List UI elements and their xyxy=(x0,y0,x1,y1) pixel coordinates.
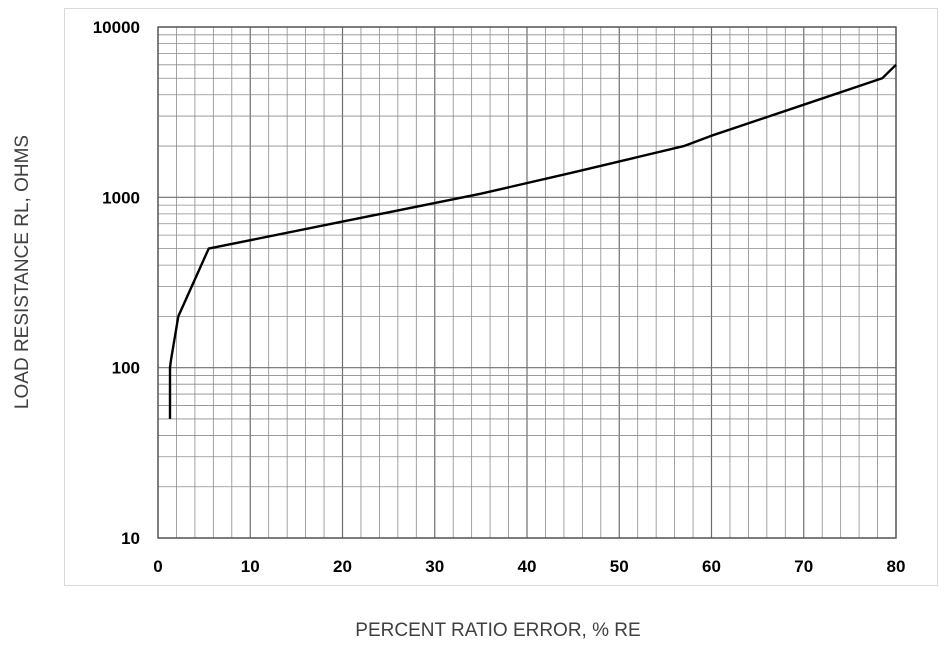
grid xyxy=(157,26,897,539)
y-tick-label: 10000 xyxy=(93,18,140,37)
series-line xyxy=(168,63,897,419)
x-tick-label: 30 xyxy=(425,557,444,576)
x-axis-title: PERCENT RATIO ERROR, % RE xyxy=(355,620,640,641)
y-tick-label: 1000 xyxy=(102,188,140,207)
x-tick-label: 70 xyxy=(794,557,813,576)
y-tick-label: 100 xyxy=(112,359,140,378)
y-tick-label: 10 xyxy=(121,529,140,548)
x-tick-label: 50 xyxy=(610,557,629,576)
x-tick-label: 40 xyxy=(518,557,537,576)
plot-area-border xyxy=(157,26,897,539)
chart-frame xyxy=(64,8,938,586)
series-layer xyxy=(168,63,897,419)
x-tick-label: 10 xyxy=(241,557,260,576)
tick-labels: 0 10 20 30 40 50 60 70 80 10 100 1000 10000 xyxy=(93,18,906,576)
x-tick-label: 0 xyxy=(153,557,162,576)
x-tick-label: 20 xyxy=(333,557,352,576)
x-tick-label: 80 xyxy=(887,557,906,576)
y-axis-title: LOAD RESISTANCE RL, OHMS xyxy=(12,135,33,409)
x-tick-label: 60 xyxy=(702,557,721,576)
